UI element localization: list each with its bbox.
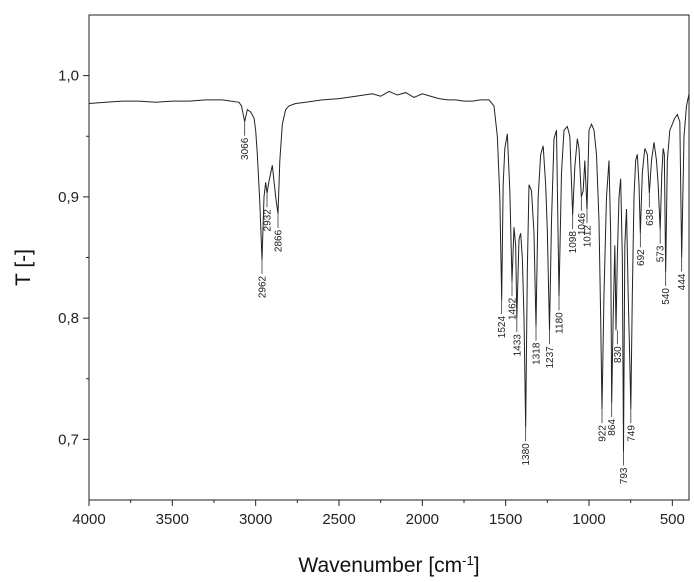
peak-label: 638 [645,209,656,226]
x-tick-label: 1000 [572,511,605,528]
peak-label: 1098 [568,231,579,254]
y-axis-title: T [-] [12,249,35,286]
x-tick-label: 3000 [239,511,272,528]
peak-label: 1524 [497,316,508,339]
peak-label: 1380 [521,443,532,466]
x-tick-label: 2000 [406,511,439,528]
axis-tick-labels: 4000 3500 3000 2500 2000 1500 1000 500 0,7 0,8 0,9… [58,68,685,528]
peak-label: 2962 [258,275,269,298]
y-tick-label: 0,8 [58,310,79,327]
peak-label: 540 [661,288,672,305]
peak-label: 2932 [263,209,274,232]
x-tick-label: 2500 [322,511,355,528]
x-axis-title: Wavenumber [cm-1] [298,553,479,578]
peak-label: 3066 [240,137,251,160]
x-tick-label: 1500 [489,511,522,528]
peak-label: 864 [607,419,618,436]
x-axis-title-exponent: -1 [462,553,474,568]
y-tick-label: 0,9 [58,189,79,206]
peak-label: 1180 [555,312,566,334]
peak-label: 573 [656,245,667,262]
peak-label: 749 [626,425,637,442]
peak-label: 1046 [577,212,588,235]
x-tick-label: 500 [660,511,685,528]
peak-label: 1433 [512,334,523,357]
x-tick-label: 3500 [156,511,189,528]
axis-ticks [83,75,673,506]
peak-label: 444 [677,273,688,290]
peak-label: 1462 [508,297,519,320]
peak-label: 793 [619,467,630,484]
y-tick-label: 1,0 [58,68,79,85]
peak-label: 1237 [545,346,556,369]
peak-label: 1318 [532,342,543,365]
peak-label: 830 [613,346,624,363]
peak-label: 692 [636,249,647,266]
peak-label: 2866 [274,229,285,252]
y-tick-label: 0,7 [58,431,79,448]
x-tick-label: 4000 [72,511,105,528]
spectrum-line [88,90,690,452]
peak-label: 1012 [583,225,594,248]
peak-label: 922 [598,425,609,442]
